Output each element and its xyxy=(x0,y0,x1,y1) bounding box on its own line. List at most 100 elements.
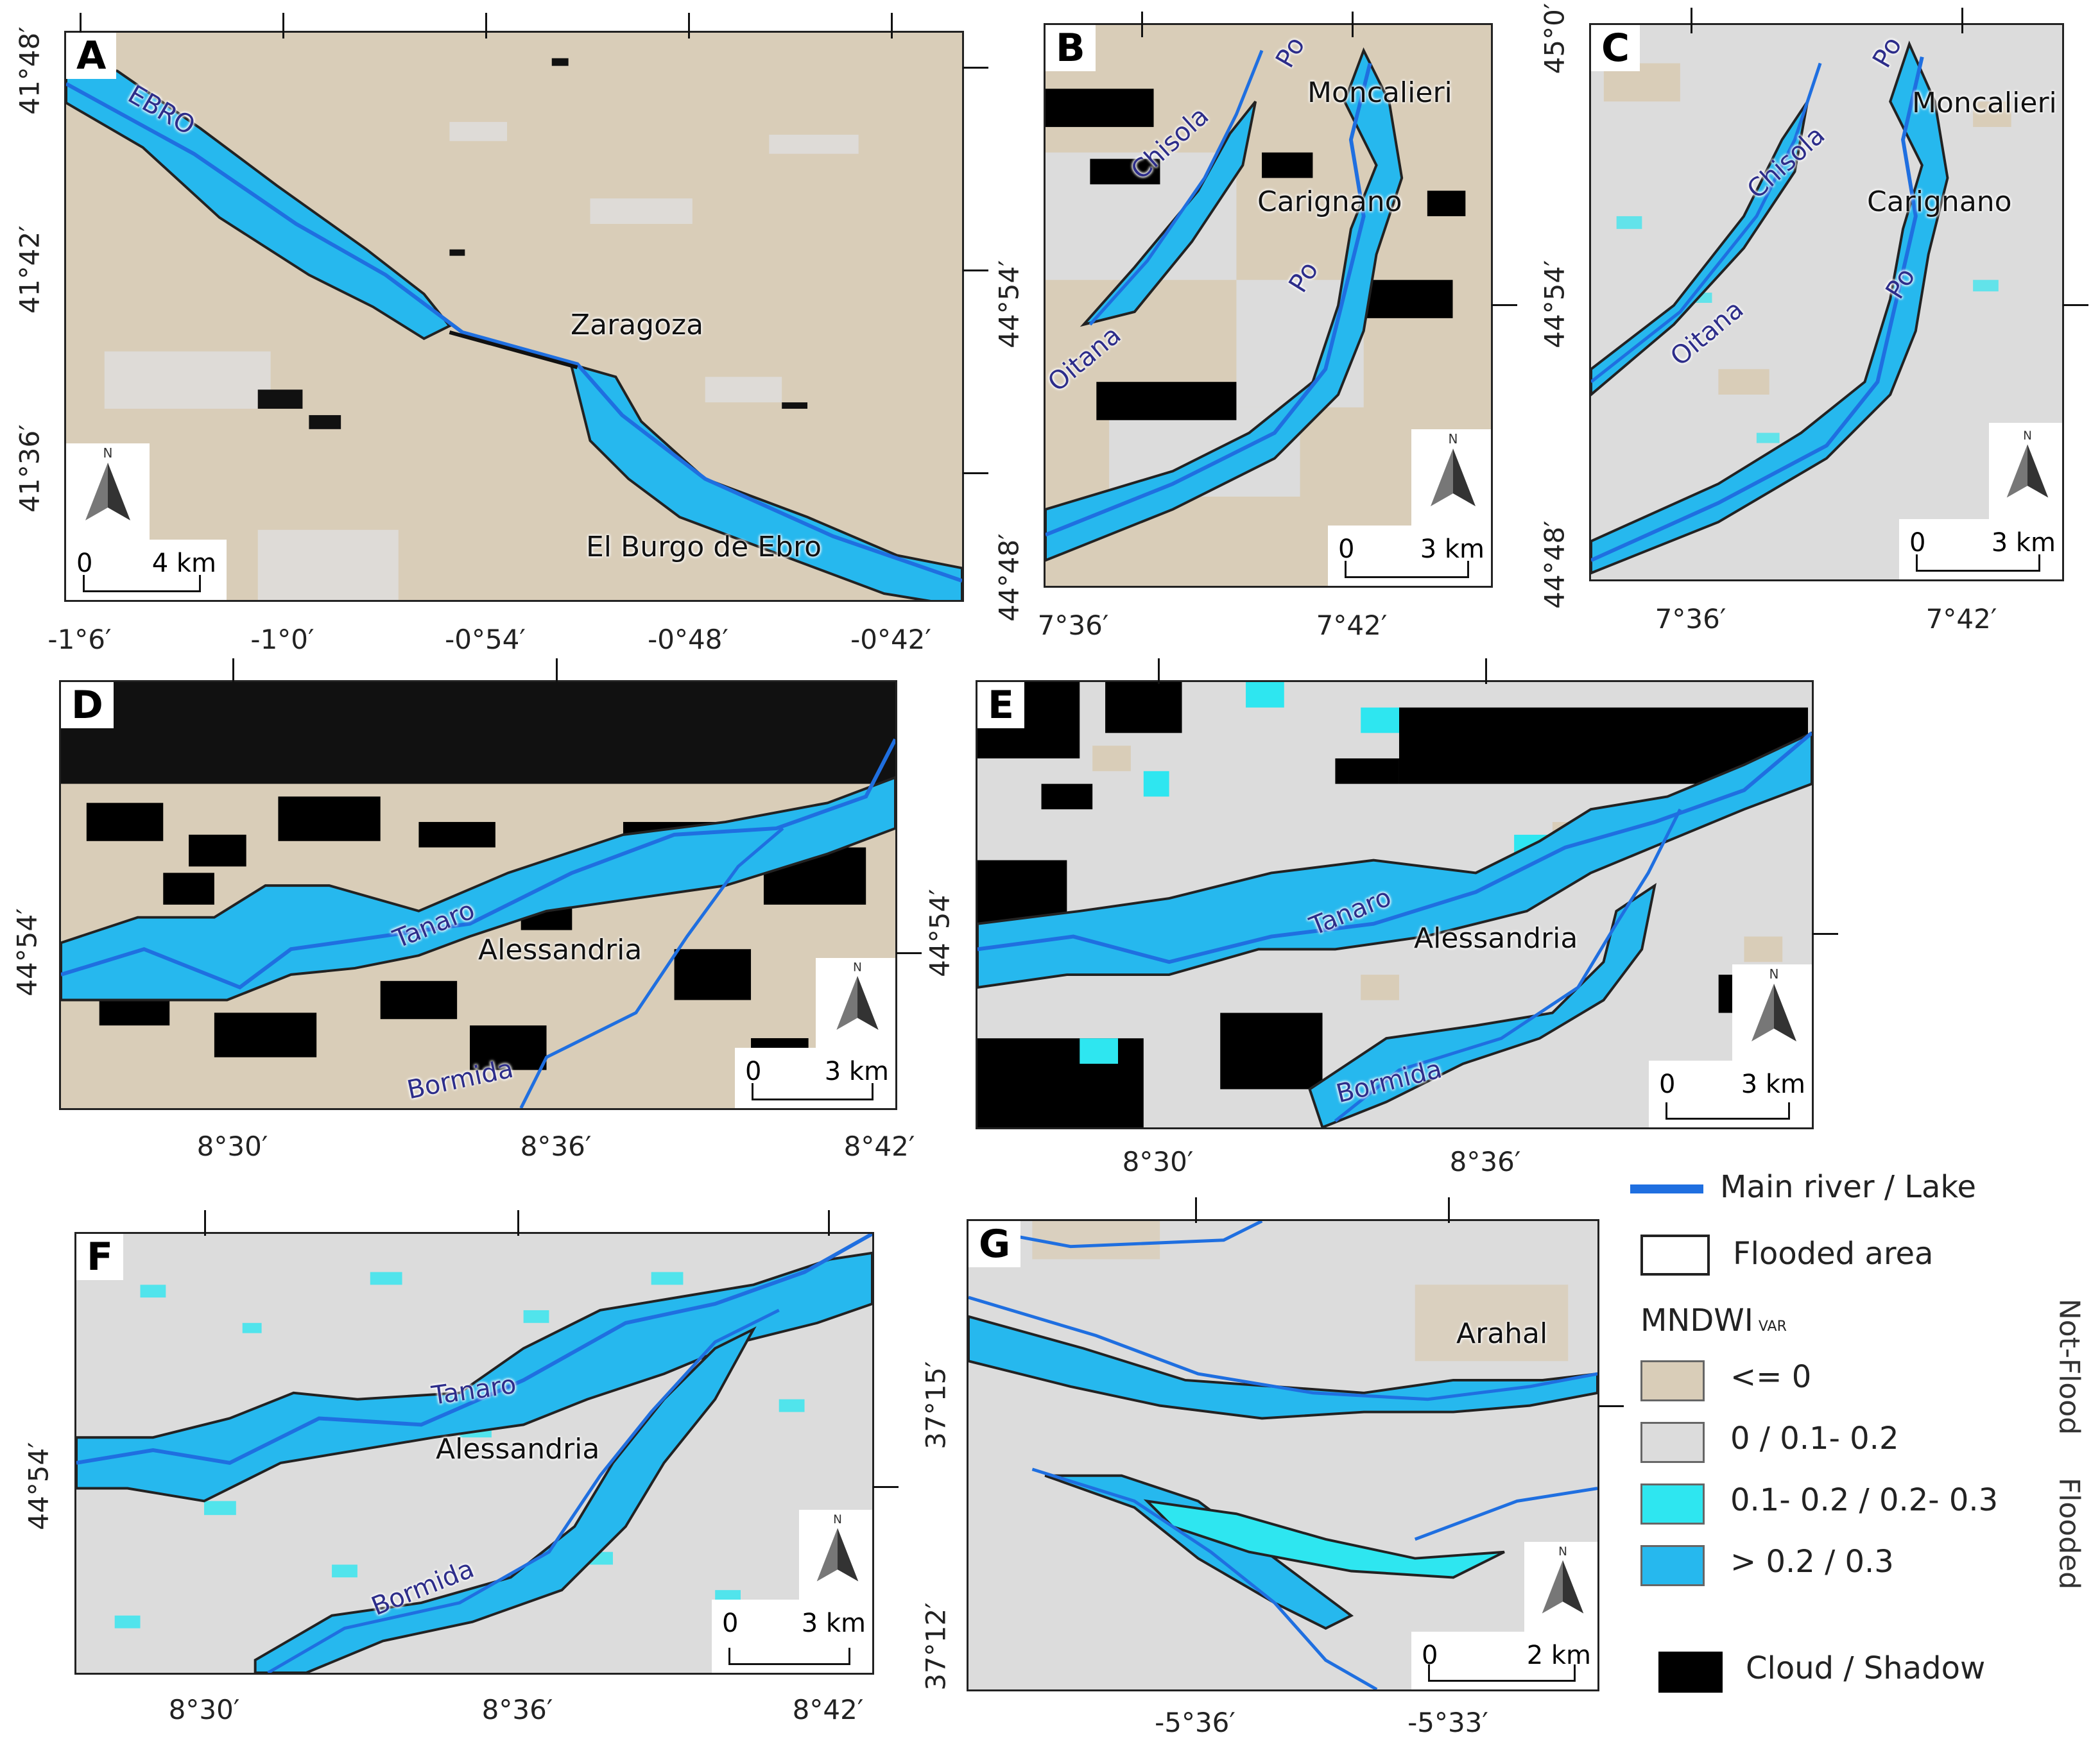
x-tick xyxy=(282,13,284,38)
x-tick xyxy=(1158,658,1160,684)
river-line xyxy=(1046,62,1372,537)
place-label: Moncalieri xyxy=(1912,87,2057,119)
x-tick-label: 8°42′ xyxy=(843,1131,915,1162)
x-tick xyxy=(1485,658,1487,684)
river-line xyxy=(977,731,1812,964)
y-tick xyxy=(2063,304,2088,306)
y-tick-label: 44°48′ xyxy=(1538,520,1571,609)
scale-start: 0 xyxy=(745,1057,762,1086)
x-tick-label: -0°42′ xyxy=(850,624,931,655)
river-line xyxy=(1089,49,1264,326)
x-tick xyxy=(204,1210,206,1236)
flood-area-shape xyxy=(569,362,962,600)
x-tick-label: -1°6′ xyxy=(47,624,112,655)
y-tick xyxy=(963,67,988,69)
north-arrow: N xyxy=(1989,423,2062,519)
map-panel-e: E Alessandria Tanaro Bormida N 0 3 km xyxy=(976,680,1814,1129)
mndwi-title: MNDWI xyxy=(1640,1303,1753,1338)
x-tick-label: 8°30′ xyxy=(1122,1146,1194,1177)
river-line xyxy=(519,827,784,1108)
legend-class-2: 0.1- 0.2 / 0.2- 0.3 xyxy=(1730,1482,1999,1518)
place-label: Alessandria xyxy=(478,934,642,966)
scale-end: 3 km xyxy=(801,1609,866,1638)
x-tick xyxy=(1352,12,1354,37)
x-tick xyxy=(485,13,487,38)
y-tick-label: 41°48′ xyxy=(13,26,46,115)
river-line xyxy=(1414,1487,1597,1541)
scale-bar: 0 3 km xyxy=(1649,1061,1812,1127)
x-tick xyxy=(1195,1197,1197,1223)
scale-end: 3 km xyxy=(1420,534,1485,564)
flood-area-shape xyxy=(66,63,452,341)
y-tick-label: 41°36′ xyxy=(13,424,46,513)
north-arrow: N xyxy=(1524,1542,1597,1632)
scale-end: 4 km xyxy=(151,549,216,578)
map-panel-d: D Alessandria Tanaro Bormida N 0 3 km xyxy=(59,680,897,1110)
legend-main-river: Main river / Lake xyxy=(1720,1169,1977,1205)
x-tick-label: 7°42′ xyxy=(1925,603,1997,635)
panel-label: C xyxy=(1591,25,1640,71)
north-arrow: N xyxy=(816,958,895,1048)
x-tick xyxy=(1961,8,1963,33)
y-tick xyxy=(1492,304,1517,306)
river-line xyxy=(968,1295,1597,1401)
map-e-canvas xyxy=(977,682,1812,1127)
place-label: El Burgo de Ebro xyxy=(586,531,822,563)
x-tick-label: 8°36′ xyxy=(520,1131,592,1162)
x-tick-label: 7°36′ xyxy=(1037,610,1109,641)
y-tick xyxy=(873,1486,899,1488)
x-tick-label: -5°33′ xyxy=(1407,1707,1488,1738)
flood-area-shape xyxy=(1308,882,1657,1127)
map-a-canvas xyxy=(66,33,962,600)
y-tick-label: 44°54′ xyxy=(1538,260,1571,348)
scale-bar: 0 4 km xyxy=(66,540,227,600)
scale-bar-line xyxy=(1665,1102,1790,1120)
river-line xyxy=(1591,56,1924,562)
scale-bar: 0 3 km xyxy=(1899,519,2062,579)
north-arrow-icon: N xyxy=(85,445,130,520)
x-tick xyxy=(688,13,690,38)
map-panel-f: F Alessandria Tanaro Bormida N 0 3 km xyxy=(74,1232,874,1675)
legend-mndwi-title: MNDWI VAR xyxy=(1640,1303,1787,1338)
flooded-area-swatch xyxy=(1640,1235,1710,1276)
north-arrow: N xyxy=(1411,429,1491,526)
y-tick xyxy=(963,269,988,271)
place-label: Carignano xyxy=(1257,185,1402,218)
place-label: Moncalieri xyxy=(1307,76,1452,109)
river-line xyxy=(61,738,895,990)
north-arrow-icon: N xyxy=(1431,431,1476,506)
y-tick xyxy=(963,472,988,474)
legend-flooded: Flooded xyxy=(2053,1477,2086,1590)
place-label: Carignano xyxy=(1867,185,2012,218)
y-tick-label: 37°15′ xyxy=(920,1361,952,1449)
y-tick xyxy=(1812,933,1838,935)
north-label: N xyxy=(1558,1545,1567,1559)
flood-area-shape xyxy=(968,1315,1597,1420)
panel-label: F xyxy=(76,1234,123,1280)
x-tick-label: -0°48′ xyxy=(648,624,728,655)
map-panel-c: C Moncalieri Carignano Po Chisola Po Oit… xyxy=(1589,23,2064,581)
x-tick-label: 8°30′ xyxy=(196,1131,268,1162)
north-arrow-icon: N xyxy=(1751,966,1796,1041)
panel-label: E xyxy=(977,682,1024,728)
map-panel-g: G Arahal N 0 2 km xyxy=(967,1219,1599,1691)
scale-end: 3 km xyxy=(1741,1070,1805,1099)
legend-flooded-area: Flooded area xyxy=(1733,1236,1934,1272)
river-line xyxy=(1334,808,1682,1123)
north-arrow: N xyxy=(1732,964,1812,1061)
x-tick xyxy=(828,1210,830,1236)
river-line xyxy=(76,1234,872,1465)
scale-start: 0 xyxy=(1338,534,1355,564)
flood-area-shape xyxy=(1143,1499,1505,1579)
river-swatch xyxy=(1630,1184,1703,1193)
north-arrow-icon: N xyxy=(836,961,879,1030)
scale-end: 3 km xyxy=(1991,528,2056,558)
class-swatch-1 xyxy=(1640,1422,1705,1463)
north-arrow-icon: N xyxy=(816,1513,859,1582)
class-swatch-3 xyxy=(1640,1545,1705,1586)
scale-bar: 0 2 km xyxy=(1411,1632,1597,1689)
x-tick-label: 8°30′ xyxy=(168,1694,240,1725)
y-tick-label: 44°48′ xyxy=(993,533,1025,622)
place-label: Arahal xyxy=(1456,1317,1548,1350)
map-d-canvas xyxy=(61,682,895,1108)
